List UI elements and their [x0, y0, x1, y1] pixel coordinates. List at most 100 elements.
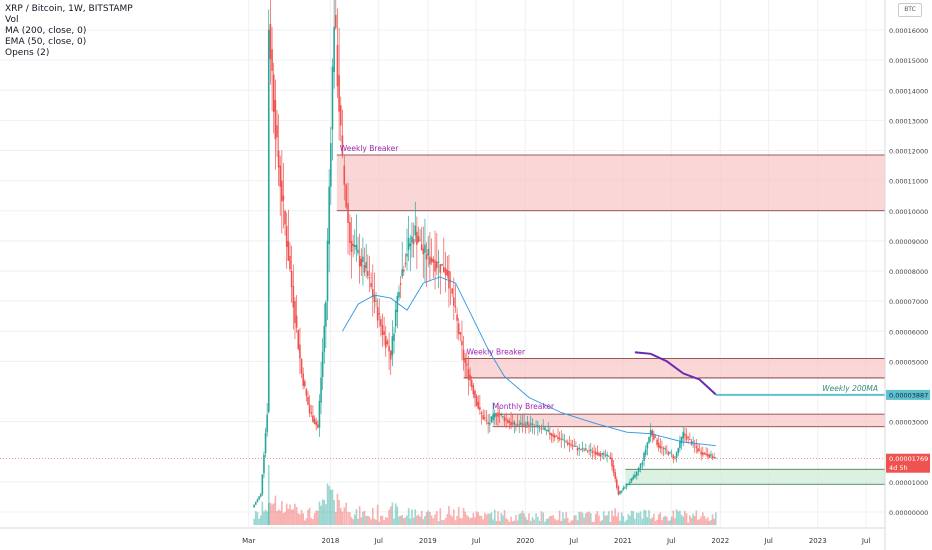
volume-bar: [593, 521, 595, 525]
candle-body: [461, 340, 463, 346]
volume-bar: [318, 501, 321, 525]
volume-bar: [562, 512, 564, 525]
candle-body: [487, 422, 489, 425]
volume-bar: [384, 517, 387, 525]
candle-body: [624, 487, 626, 489]
candle-body: [295, 315, 298, 328]
candle-body: [321, 351, 324, 378]
x-tick-label: 2021: [614, 537, 632, 545]
volume-bar: [424, 516, 426, 525]
candle-body: [355, 244, 358, 250]
symbol-title[interactable]: XRP / Bitcoin, 1W, BITSTAMP: [5, 4, 133, 14]
volume-bar: [511, 521, 514, 525]
indicator-ma[interactable]: MA (200, close, 0): [5, 26, 87, 36]
candle-body: [622, 487, 625, 491]
volume-bar: [549, 516, 551, 525]
candle-body: [510, 422, 512, 426]
candle-body: [484, 417, 486, 419]
candle-body: [299, 344, 301, 359]
volume-bar: [394, 503, 397, 525]
candle-body: [271, 49, 273, 71]
volume-bar: [267, 465, 270, 525]
candle-body: [334, 14, 337, 28]
volume-bar: [388, 509, 390, 525]
volume-bar: [685, 513, 688, 525]
candle-body: [446, 269, 449, 276]
volume-bar: [313, 513, 316, 525]
candle-body: [708, 454, 711, 458]
zone-annotation: Weekly Breaker: [340, 144, 399, 153]
volume-bar: [708, 521, 711, 525]
price-tag-label: 4d 5h: [889, 464, 908, 472]
volume-bar: [444, 518, 447, 525]
volume-bar: [412, 517, 415, 525]
volume-bar: [524, 517, 527, 525]
candle-body: [480, 412, 483, 414]
volume-bar: [389, 506, 392, 525]
volume-bar: [292, 509, 295, 525]
volume-bar: [362, 511, 364, 525]
volume-bar: [422, 519, 425, 525]
volume-bar: [646, 517, 649, 525]
candle-body: [307, 396, 309, 405]
candle-body: [689, 439, 691, 440]
volume-bar: [469, 518, 471, 525]
candle-body: [498, 413, 501, 416]
volume-bar: [402, 518, 405, 525]
candle-body: [485, 419, 488, 421]
candle-body: [467, 369, 470, 380]
volume-bar: [436, 511, 438, 525]
candle-body: [523, 423, 525, 425]
candle-body: [495, 414, 498, 416]
candle-body: [620, 490, 623, 493]
volume-bar: [339, 507, 342, 525]
y-tick-label: 0.00001000: [889, 479, 928, 487]
candle-body: [292, 286, 295, 308]
candle-body: [328, 186, 330, 244]
volume-bar: [563, 518, 566, 525]
candle-body: [635, 472, 638, 476]
volume-bar: [330, 489, 332, 525]
volume-bar: [315, 510, 318, 525]
candle-body: [680, 436, 683, 444]
candle-body: [549, 432, 551, 435]
volume-bar: [664, 515, 666, 525]
indicator-opens[interactable]: Opens (2): [5, 48, 50, 58]
indicator-vol[interactable]: Vol: [5, 15, 19, 25]
candle-body: [578, 447, 580, 449]
volume-bar: [449, 514, 452, 525]
y-tick-label: 0.00012000: [889, 148, 928, 156]
candle-body: [560, 438, 563, 440]
candle-body: [375, 300, 377, 302]
candle-body: [702, 452, 704, 456]
candle-body: [380, 319, 382, 326]
candle-body: [625, 484, 628, 487]
candle-body: [453, 297, 455, 306]
volume-bar: [599, 521, 602, 525]
volume-bar: [666, 516, 668, 525]
candle-body: [520, 422, 522, 425]
volume-bar: [596, 511, 599, 525]
x-tick-label: 2023: [809, 537, 827, 545]
volume-bar: [713, 518, 715, 525]
candle-body: [381, 325, 384, 335]
candle-body: [404, 263, 407, 265]
volume-bar: [558, 510, 561, 525]
volume-bar: [475, 511, 478, 525]
indicator-ema[interactable]: EMA (50, close, 0): [5, 37, 87, 47]
volume-bar: [470, 517, 473, 525]
volume-bar: [404, 517, 407, 525]
candle-body: [682, 431, 685, 439]
candle-body: [639, 463, 642, 469]
volume-bar: [414, 509, 417, 525]
candle-body: [697, 448, 699, 452]
volume-bar: [357, 518, 359, 525]
candle-body: [533, 425, 536, 427]
volume-bar: [425, 512, 428, 525]
candle-body: [365, 262, 367, 268]
currency-button[interactable]: BTC: [898, 3, 922, 17]
volume-bar: [637, 512, 640, 525]
